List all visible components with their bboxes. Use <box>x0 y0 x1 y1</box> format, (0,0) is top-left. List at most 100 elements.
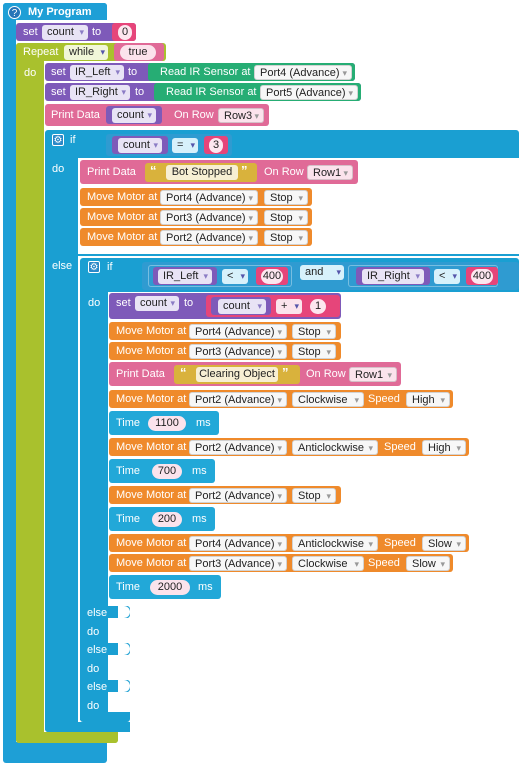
ir-left-var-dropdown[interactable]: IR_Left <box>158 269 212 284</box>
statement-socket[interactable] <box>108 625 120 637</box>
count-init-value[interactable]: 0 <box>118 25 132 40</box>
count-var-dropdown[interactable]: count <box>218 299 266 314</box>
motor-port-dropdown[interactable]: Port4 (Advance) <box>189 536 287 552</box>
time-value[interactable]: 200 <box>152 512 182 527</box>
elseif-do-label: do <box>87 663 100 675</box>
set-label: set <box>23 26 38 38</box>
motor-action-dropdown[interactable]: Stop <box>264 190 308 206</box>
question-icon[interactable]: ? <box>8 6 21 19</box>
gear-icon[interactable]: ⚙ <box>88 261 100 273</box>
motor-speed-dropdown[interactable]: Slow <box>406 556 450 572</box>
time-unit: ms <box>198 581 213 593</box>
motor-action-dropdown[interactable]: Stop <box>264 210 308 226</box>
repeat-do-label: do <box>24 67 37 79</box>
repeat-mode-dropdown[interactable]: while <box>64 45 108 60</box>
time-value[interactable]: 1100 <box>148 416 186 431</box>
repeat-condition[interactable]: true <box>120 45 156 60</box>
quote-icon: “ <box>180 365 187 380</box>
condition-socket[interactable] <box>118 680 130 692</box>
ir-left-port-dropdown[interactable]: Port4 (Advance) <box>254 65 352 81</box>
motor-speed-dropdown[interactable]: Slow <box>422 536 466 552</box>
increment-value[interactable]: 1 <box>310 299 326 314</box>
ir-left-var-dropdown[interactable]: IR_Left <box>70 65 124 80</box>
repeat-footer <box>16 732 118 743</box>
motor-action-dropdown[interactable]: Stop <box>292 488 336 504</box>
count-var-dropdown[interactable]: count <box>118 138 162 153</box>
motor-direction-dropdown[interactable]: Anticlockwise <box>292 536 378 552</box>
motor-action-dropdown[interactable]: Stop <box>292 324 336 340</box>
text-value[interactable]: Clearing Object <box>196 367 278 382</box>
motor-port-dropdown[interactable]: Port3 (Advance) <box>189 344 287 360</box>
time-value[interactable]: 700 <box>152 464 182 479</box>
move-motor-label: Move Motor at <box>116 537 187 549</box>
elseif-do-label: do <box>87 626 100 638</box>
motor-direction-dropdown[interactable]: Clockwise <box>292 392 364 408</box>
motor-port-dropdown[interactable]: Port4 (Advance) <box>160 190 258 206</box>
compare-op-dropdown[interactable]: = <box>172 138 198 153</box>
logic-op-dropdown[interactable]: and <box>300 265 344 280</box>
count-var-dropdown[interactable]: count <box>112 108 156 123</box>
motor-speed-dropdown[interactable]: High <box>406 392 450 408</box>
motor-port-dropdown[interactable]: Port2 (Advance) <box>189 488 287 504</box>
compare-op-dropdown[interactable]: < <box>222 269 248 284</box>
compare-value[interactable]: 3 <box>209 138 223 153</box>
canvas-bg <box>130 720 524 765</box>
on-row-label: On Row <box>264 166 304 178</box>
if-label: if <box>107 261 113 273</box>
set-label: set <box>116 297 131 309</box>
gear-icon[interactable]: ⚙ <box>52 134 64 146</box>
motor-action-dropdown[interactable]: Stop <box>292 344 336 360</box>
text-value[interactable]: Bot Stopped <box>166 165 238 180</box>
procedure-header[interactable] <box>3 3 107 20</box>
motor-port-dropdown[interactable]: Port2 (Advance) <box>189 440 287 456</box>
print-data-label: Print Data <box>116 368 165 380</box>
motor-port-dropdown[interactable]: Port2 (Advance) <box>189 392 287 408</box>
elseif-mask <box>108 600 519 720</box>
condition-socket[interactable] <box>118 643 130 655</box>
motor-speed-dropdown[interactable]: High <box>422 440 466 456</box>
to-label: to <box>92 26 102 38</box>
ir-right-var-dropdown[interactable]: IR_Right <box>362 269 424 284</box>
compare-value[interactable]: 400 <box>471 269 493 284</box>
compare-op-dropdown[interactable]: < <box>434 269 460 284</box>
statement-socket[interactable] <box>108 662 120 674</box>
math-op-dropdown[interactable]: + <box>276 299 302 314</box>
move-motor-label: Move Motor at <box>116 441 187 453</box>
statement-socket[interactable] <box>108 699 120 711</box>
motor-port-dropdown[interactable]: Port3 (Advance) <box>160 210 258 226</box>
to-label: to <box>184 297 194 309</box>
procedure-title: My Program <box>28 6 92 18</box>
quote-icon: ” <box>282 365 289 380</box>
motor-port-dropdown[interactable]: Port2 (Advance) <box>160 230 258 246</box>
repeat-label: Repeat <box>23 46 59 58</box>
count-var-dropdown[interactable]: count <box>135 296 179 311</box>
row-dropdown[interactable]: Row3 <box>218 108 264 124</box>
time-label: Time <box>116 581 141 593</box>
motor-direction-dropdown[interactable]: Anticlockwise <box>292 440 378 456</box>
motor-direction-dropdown[interactable]: Clockwise <box>292 556 364 572</box>
time-unit: ms <box>196 417 211 429</box>
motor-port-dropdown[interactable]: Port4 (Advance) <box>189 324 287 340</box>
motor-action-dropdown[interactable]: Stop <box>264 230 308 246</box>
row-dropdown[interactable]: Row1 <box>307 165 353 181</box>
condition-socket[interactable] <box>118 606 130 618</box>
ir-sensor-label: Read IR Sensor at <box>166 86 257 98</box>
move-motor-label: Move Motor at <box>116 345 187 357</box>
motor-port-dropdown[interactable]: Port3 (Advance) <box>189 556 287 572</box>
row-dropdown[interactable]: Row1 <box>349 367 397 383</box>
if-label: if <box>70 134 76 146</box>
ir-right-var-dropdown[interactable]: IR_Right <box>70 85 130 100</box>
on-row-label: On Row <box>174 109 214 121</box>
time-unit: ms <box>192 465 207 477</box>
move-motor-label: Move Motor at <box>116 393 187 405</box>
to-label: to <box>135 86 145 98</box>
ir-right-port-dropdown[interactable]: Port5 (Advance) <box>260 85 358 101</box>
time-value[interactable]: 2000 <box>150 580 190 595</box>
set-label: set <box>51 86 66 98</box>
to-label: to <box>128 66 138 78</box>
count-var-dropdown[interactable]: count <box>42 25 88 40</box>
quote-icon: “ <box>150 163 157 178</box>
set-label: set <box>51 66 66 78</box>
compare-value[interactable]: 400 <box>261 269 283 284</box>
move-motor-label: Move Motor at <box>116 325 187 337</box>
